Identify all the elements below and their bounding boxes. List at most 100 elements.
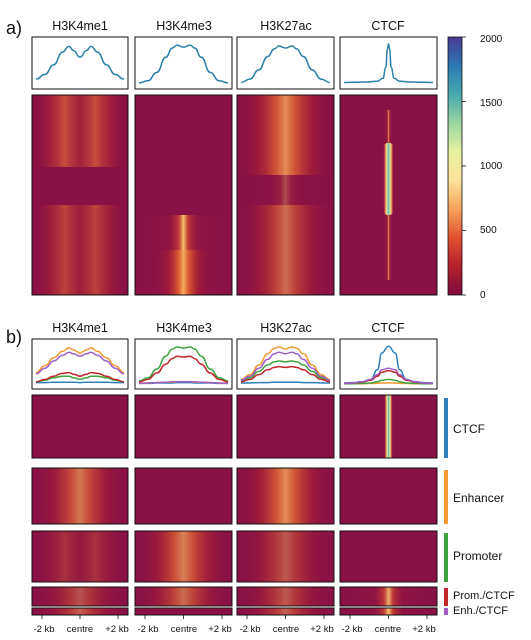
heatmap-b-h3k4me3 <box>135 468 232 524</box>
group-label-enhancer: Enhancer <box>453 491 504 505</box>
x-tick-col4-right: +2 kb <box>412 624 436 635</box>
heatmap-signal <box>32 468 128 524</box>
heatmap-signal <box>384 395 393 458</box>
col-title-b-h3k4me1: H3K4me1 <box>52 321 108 335</box>
col-title-b-h3k4me3: H3K4me3 <box>156 321 212 335</box>
heatmap-signal <box>155 250 212 295</box>
heatmap-signal <box>32 587 128 606</box>
heatmap-signal <box>237 587 334 606</box>
panel-label-b: b) <box>6 327 22 347</box>
heatmap-signal <box>340 608 437 615</box>
colorbar-tick-2000: 2000 <box>480 34 503 45</box>
heatmap-frame-a-h3k4me1 <box>31 94 129 296</box>
colorbar <box>447 36 463 296</box>
x-tick-col1-right: +2 kb <box>105 624 129 635</box>
colorbar-tick-500: 500 <box>480 225 497 236</box>
profile-line-b-h3k27ac-enhancer <box>240 346 331 381</box>
group-bar-promoter <box>444 533 448 582</box>
heatmap-frame-b-ctcf <box>339 394 438 459</box>
heatmap-signal <box>135 531 232 582</box>
profile-frame-a-ctcf <box>339 36 438 90</box>
heatmap-signal <box>32 531 128 582</box>
heatmap-frame-b-h3k4me1 <box>31 394 129 459</box>
heatmap-b-h3k4me3 <box>135 608 232 615</box>
profile-line-b-h3k4me3-promoter <box>138 346 229 382</box>
heatmap-frame-b-h3k4me3 <box>134 467 233 525</box>
heatmap-frame-a-ctcf <box>339 94 438 296</box>
heatmap-frame-b-h3k27ac <box>236 530 335 583</box>
col-title-b-ctcf: CTCF <box>371 321 405 335</box>
chart-graphics <box>31 36 466 619</box>
x-tick-col2-left: -2 kb <box>137 624 158 635</box>
heatmap-signal <box>237 608 334 615</box>
heatmap-b-h3k27ac <box>237 395 334 458</box>
heatmap-signal <box>237 175 334 205</box>
heatmap-signal <box>32 205 128 295</box>
heatmap-frame-b-ctcf <box>339 467 438 525</box>
heatmap-frame-b-h3k4me3 <box>134 394 233 459</box>
profile-frame-b-h3k27ac <box>236 338 335 390</box>
profile-line-b-h3k27ac-prom-ctcf <box>240 365 331 383</box>
col-title-a-h3k4me1: H3K4me1 <box>52 19 108 33</box>
heatmap-signal <box>237 531 334 582</box>
heatmap-signal <box>237 205 334 295</box>
profile-line-b-h3k27ac-promoter <box>240 360 331 382</box>
profile-line-b-h3k4me1-promoter <box>35 375 125 383</box>
profile-line-b-ctcf-ctcf <box>343 345 434 384</box>
heatmap-signal <box>383 143 394 215</box>
profile-frame-a-h3k4me1 <box>31 36 129 90</box>
heatmap-frame-b-h3k27ac <box>236 394 335 459</box>
profile-line-a-h3k4me1 <box>35 45 125 80</box>
x-tick-col3-right: +2 kb <box>310 624 334 635</box>
group-bar-enh-ctcf <box>444 608 448 615</box>
colorbar-tick-1000: 1000 <box>480 161 503 172</box>
colorbar-tick-0: 0 <box>480 290 486 301</box>
heatmap-frame-b-ctcf <box>339 530 438 583</box>
profile-line-b-ctcf-enh-ctcf <box>343 367 434 385</box>
group-label-prom-ctcf: Prom./CTCF <box>453 590 515 602</box>
heatmap-frame-b-ctcf <box>339 586 438 607</box>
profile-line-b-h3k4me3-prom-ctcf <box>138 355 229 383</box>
profile-line-b-h3k27ac-ctcf <box>241 381 330 384</box>
heatmap-frame-a-h3k27ac <box>236 94 335 296</box>
group-bar-prom-ctcf <box>444 588 448 606</box>
profile-line-a-ctcf <box>343 43 434 84</box>
colorbar-tick-1500: 1500 <box>480 98 503 109</box>
col-title-a-ctcf: CTCF <box>371 19 405 33</box>
x-tick-col4-centre: centre <box>375 624 401 635</box>
heatmap-b-h3k4me1 <box>32 395 128 458</box>
profile-line-b-ctcf-promoter <box>343 378 433 385</box>
profile-frame-b-h3k4me1 <box>31 338 129 390</box>
profile-line-a-h3k4me3 <box>138 44 229 84</box>
x-tick-col3-centre: centre <box>273 624 299 635</box>
heatmap-signal <box>32 608 128 615</box>
x-tick-col4-left: -2 kb <box>341 624 362 635</box>
x-tick-col2-right: +2 kb <box>208 624 232 635</box>
profile-line-b-h3k4me1-enh-ctcf <box>35 351 125 375</box>
heatmap-b-ctcf <box>340 468 437 524</box>
heatmap-signal <box>237 468 334 524</box>
heatmap-frame-b-h3k4me3 <box>134 530 233 583</box>
profile-frame-a-h3k4me3 <box>134 36 233 90</box>
profile-line-b-h3k4me1-enhancer <box>35 347 125 373</box>
col-title-a-h3k27ac: H3K27ac <box>260 19 311 33</box>
profile-line-b-h3k27ac-enh-ctcf <box>240 351 331 381</box>
x-tick-col1-centre: centre <box>67 624 93 635</box>
x-tick-col3-left: -2 kb <box>239 624 260 635</box>
heatmap-signal <box>32 95 128 167</box>
panel-label-a: a) <box>6 18 22 38</box>
x-tick-col1-left: -2 kb <box>33 624 54 635</box>
profile-frame-b-h3k4me3 <box>134 338 233 390</box>
heatmap-frame-b-h3k4me1 <box>31 467 129 525</box>
x-tick-col2-centre: centre <box>171 624 197 635</box>
group-label-promoter: Promoter <box>453 549 502 563</box>
heatmap-frame-b-h3k27ac <box>236 467 335 525</box>
heatmap-frame-a-h3k4me3 <box>134 94 233 296</box>
heatmap-frame-b-h3k27ac <box>236 586 335 607</box>
profile-line-b-h3k4me3-enh-ctcf <box>138 381 229 385</box>
heatmap-frame-b-h3k4me1 <box>31 530 129 583</box>
heatmap-frame-b-h3k4me1 <box>31 586 129 607</box>
heatmap-signal <box>340 587 437 606</box>
heatmap-signal <box>237 95 334 175</box>
